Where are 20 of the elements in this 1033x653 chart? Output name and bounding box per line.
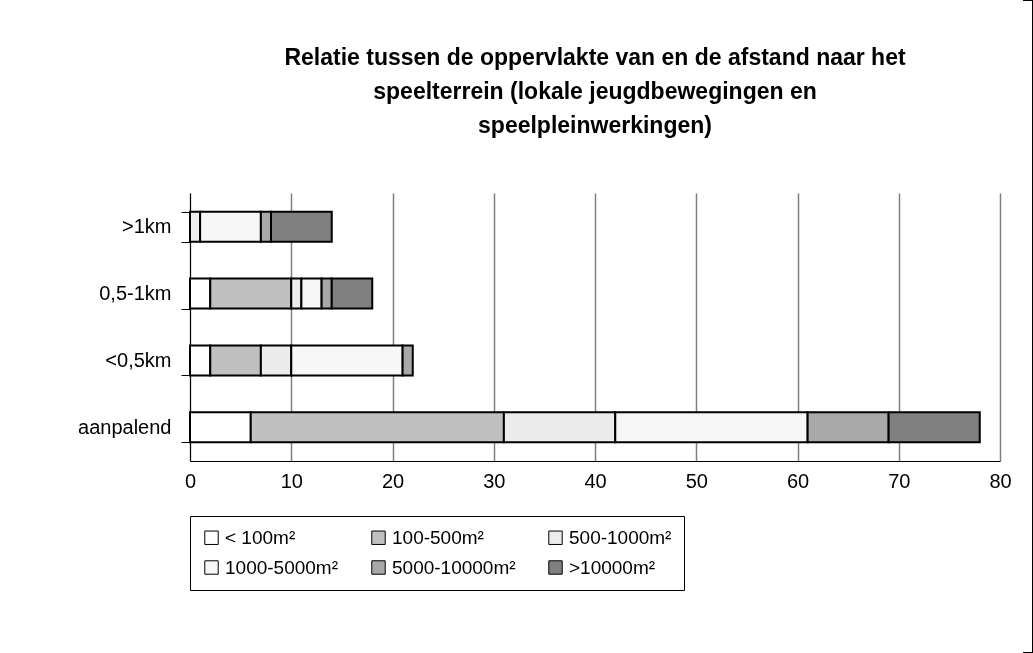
y-tick-label: >1km xyxy=(122,215,172,238)
x-tick-label: 40 xyxy=(584,469,607,492)
x-tick-label: 0 xyxy=(184,469,197,492)
legend-label: < 100m² xyxy=(225,526,296,548)
legend-label: 1000-5000m² xyxy=(225,556,339,578)
legend-label: 100-500m² xyxy=(392,526,484,548)
x-tick-label: 20 xyxy=(381,469,405,492)
x-tick-label: 30 xyxy=(483,469,506,492)
x-tick-label: 70 xyxy=(888,469,911,492)
legend-label: 500-1000m² xyxy=(569,526,672,548)
y-tick-label: aanpalend xyxy=(78,415,172,438)
x-tick-label: 10 xyxy=(280,469,303,492)
x-tick-label: 50 xyxy=(685,469,708,492)
legend-label: 5000-10000m² xyxy=(392,556,516,578)
y-tick-label: <0,5km xyxy=(105,348,172,371)
chart-title: Relatie tussen de oppervlakte van en de afstand naar het speelterrein (lokale jeugdbewegingen en speelpleinwerkingen) xyxy=(284,44,906,138)
y-tick-label: 0,5-1km xyxy=(99,282,172,305)
legend-label: >10000m² xyxy=(569,556,656,578)
x-tick-label: 60 xyxy=(786,469,810,492)
x-tick-label: 80 xyxy=(989,469,1012,492)
